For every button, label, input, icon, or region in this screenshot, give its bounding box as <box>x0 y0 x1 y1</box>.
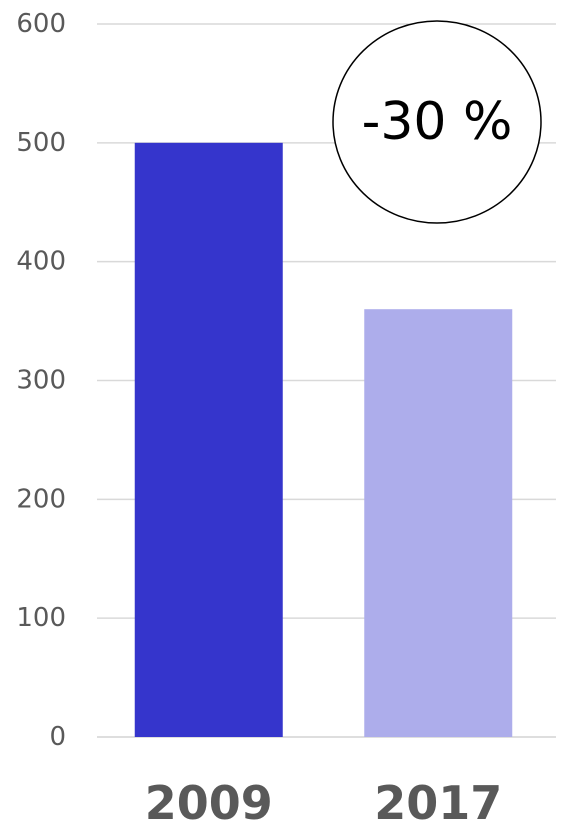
y-tick-label: 300 <box>16 366 66 396</box>
bar-2017 <box>364 309 513 737</box>
x-axis-categories: 2009 2017 <box>145 776 503 822</box>
annotation-circle <box>332 20 542 224</box>
annotation-label: -30 % <box>362 92 513 152</box>
change-annotation: -30 % <box>332 20 542 224</box>
bars <box>134 142 513 738</box>
x-category-label: 2017 <box>374 776 502 822</box>
y-tick-label: 500 <box>16 128 66 158</box>
y-tick-label: 0 <box>49 722 66 752</box>
x-category-label: 2009 <box>145 776 273 822</box>
y-axis-ticks: 0 100 200 300 400 500 600 <box>16 9 66 752</box>
y-tick-label: 200 <box>16 484 66 514</box>
bar-2009 <box>134 142 283 738</box>
y-tick-label: 600 <box>16 9 66 39</box>
y-tick-label: 400 <box>16 247 66 277</box>
y-tick-label: 100 <box>16 603 66 633</box>
